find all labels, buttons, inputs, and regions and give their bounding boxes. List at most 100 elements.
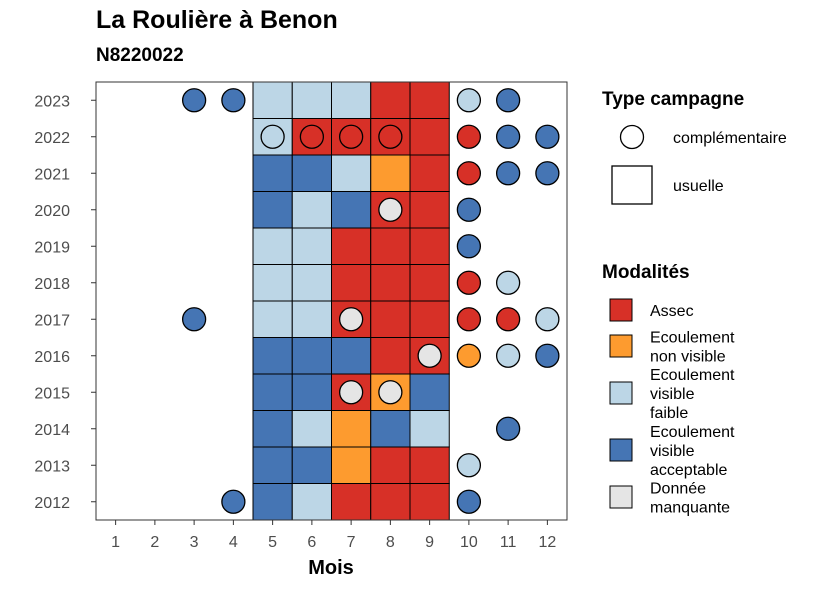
y-tick-label: 2022 <box>34 130 70 147</box>
legend-type-campagne: Type campagne complémentaire usuelle <box>602 89 787 205</box>
y-tick-label: 2020 <box>34 203 70 220</box>
heatmap-cell <box>252 300 293 338</box>
data-point <box>456 307 482 332</box>
data-point <box>495 124 521 149</box>
y-tick-label: 2019 <box>34 239 70 256</box>
legend-square-key <box>611 165 653 205</box>
heatmap-cell <box>291 227 332 265</box>
heatmap-cell <box>291 410 332 448</box>
legend-key-ecoulement-visible-faible <box>609 381 633 405</box>
legend-circle-key <box>619 124 645 150</box>
x-tick-label: 11 <box>500 534 517 551</box>
data-point <box>338 307 364 332</box>
heatmap-cell <box>331 81 372 119</box>
chart-title: La Roulière à Benon <box>96 6 338 34</box>
heatmap-cell <box>409 446 450 484</box>
heatmap-cell <box>331 154 372 192</box>
data-point <box>338 124 364 149</box>
data-point <box>221 489 246 514</box>
data-point <box>456 343 482 368</box>
heatmap-cell <box>409 373 450 411</box>
heatmap-cell <box>252 410 293 448</box>
heatmap-cell <box>331 191 372 229</box>
heatmap-cell <box>409 300 450 338</box>
data-point <box>378 124 403 149</box>
heatmap-cell <box>291 446 332 484</box>
data-point <box>417 343 442 368</box>
heatmap-cell <box>409 191 450 229</box>
heatmap-cell <box>252 154 293 192</box>
y-tick-label: 2014 <box>34 422 70 439</box>
heatmap-cell <box>370 410 411 448</box>
legend-type-title: Type campagne <box>602 89 744 110</box>
heatmap-cell <box>331 446 372 484</box>
heatmap-cell <box>331 227 372 265</box>
data-point <box>535 161 560 186</box>
heatmap-cell <box>409 410 450 448</box>
heatmap-cell <box>409 483 450 521</box>
y-tick-label: 2012 <box>34 495 70 512</box>
heatmap-cell <box>370 154 411 192</box>
data-point <box>495 307 521 332</box>
x-tick-label: 6 <box>307 534 316 551</box>
heatmap-cell <box>331 483 372 521</box>
legend-key-assec <box>609 298 633 322</box>
data-point <box>378 380 403 405</box>
y-tick-label: 2023 <box>34 93 70 110</box>
data-point <box>456 453 482 478</box>
y-tick-label: 2015 <box>34 385 70 402</box>
heatmap-cell <box>370 227 411 265</box>
heatmap-cell <box>331 264 372 302</box>
x-tick-label: 3 <box>190 534 199 551</box>
heatmap-cell <box>409 154 450 192</box>
data-point <box>495 416 521 441</box>
data-point <box>299 124 325 149</box>
legend-key-donnee-manquante <box>609 485 633 509</box>
data-point <box>495 161 521 186</box>
heatmap-cell <box>409 264 450 302</box>
heatmap-cell <box>370 300 411 338</box>
x-tick-label: 4 <box>229 534 238 551</box>
heatmap-cell <box>370 337 411 375</box>
legend-key-ecoulement-visible-acceptable <box>609 438 633 462</box>
x-tick-label: 8 <box>386 534 395 551</box>
heatmap-cell <box>252 373 293 411</box>
x-tick-label: 12 <box>538 534 556 551</box>
data-point <box>260 124 285 149</box>
data-point <box>535 124 560 149</box>
legend-type-label: usuelle <box>673 178 724 195</box>
y-tick-label: 2013 <box>34 458 70 475</box>
heatmap-cell <box>252 483 293 521</box>
y-tick-label: 2021 <box>34 166 70 183</box>
data-point <box>535 307 560 332</box>
y-tick-label: 2017 <box>34 312 70 329</box>
legend-label-ecoulement-non-visible: Ecoulement non visible <box>650 330 735 366</box>
heatmap-cell <box>291 191 332 229</box>
usuelle-cells <box>252 81 450 521</box>
x-axis-title: Mois <box>308 557 354 579</box>
heatmap-cell <box>409 118 450 156</box>
y-tick-label: 2016 <box>34 349 70 366</box>
heatmap-cell <box>409 81 450 119</box>
heatmap-cell <box>331 410 372 448</box>
x-tick-label: 7 <box>347 534 356 551</box>
x-tick-label: 1 <box>111 534 120 551</box>
x-tick-label: 10 <box>460 534 478 551</box>
legend-label-ecoulement-visible-acceptable: Ecoulement visible acceptable <box>650 424 735 479</box>
data-point <box>181 88 207 113</box>
data-point <box>221 88 246 113</box>
legend-label-assec: Assec <box>650 303 694 320</box>
complementaire-points <box>181 88 560 514</box>
heatmap-cell <box>370 483 411 521</box>
heatmap-cell <box>331 337 372 375</box>
data-point <box>456 489 482 514</box>
x-tick-label: 2 <box>150 534 159 551</box>
heatmap-cell <box>291 300 332 338</box>
legend-label-donnee-manquante: Donnée manquante <box>650 481 730 517</box>
x-axis: 1 2 3 4 5 6 7 8 9 10 11 12 <box>111 520 556 551</box>
heatmap-cell <box>370 264 411 302</box>
legend-type-label: complémentaire <box>673 130 787 147</box>
heatmap-cell <box>252 337 293 375</box>
